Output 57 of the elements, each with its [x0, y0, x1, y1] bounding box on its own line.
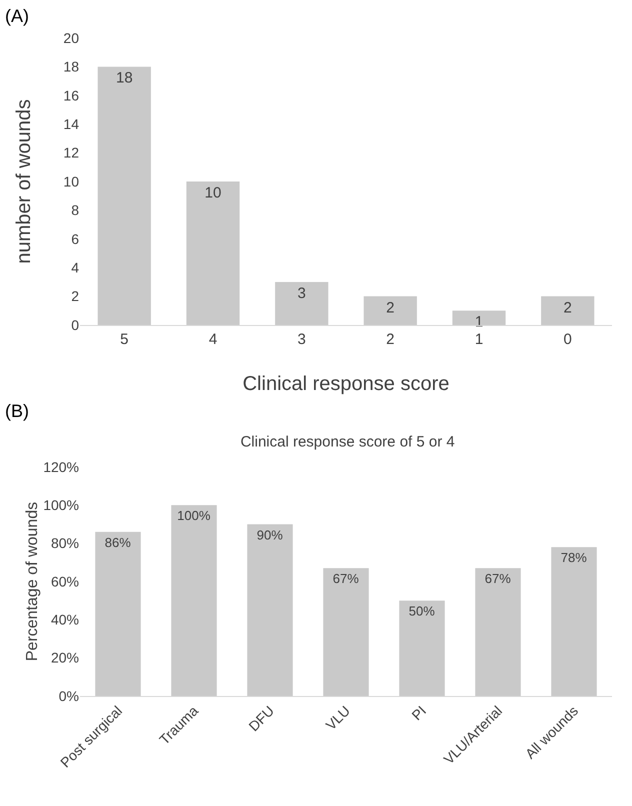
- data-label: 67%: [484, 571, 512, 586]
- x-tick-label: 5: [120, 331, 128, 348]
- x-tick-label: 1: [474, 331, 484, 348]
- y-tick-label: 20%: [50, 650, 79, 666]
- bar: [275, 282, 328, 325]
- y-tick-label: 20: [63, 30, 80, 46]
- bar: [541, 296, 594, 325]
- x-tick-label: 2: [386, 331, 394, 348]
- bar: [95, 532, 141, 696]
- data-label: 50%: [408, 604, 436, 619]
- data-label: 3: [298, 284, 306, 302]
- bar: [399, 600, 445, 696]
- y-tick-label: 80%: [50, 535, 79, 552]
- y-tick-label: 10: [63, 173, 80, 190]
- chart-title: Clinical response score of 5 or 4: [240, 434, 455, 451]
- y-tick-label: 0: [71, 316, 80, 333]
- bar: [475, 568, 521, 696]
- y-axis-title: number of wounds: [13, 99, 35, 264]
- data-label: 100%: [177, 508, 211, 524]
- data-label: 18: [116, 70, 133, 87]
- y-tick-label: 100%: [43, 497, 79, 514]
- text: (B): [5, 401, 29, 421]
- y-tick-label: 120%: [43, 458, 79, 475]
- bar: [186, 182, 240, 325]
- data-label: 2: [564, 299, 572, 316]
- y-tick-label: 0%: [58, 688, 79, 704]
- x-tick-label: PI: [408, 702, 430, 724]
- bar: [98, 66, 151, 325]
- y-tick-label: 4: [71, 260, 80, 276]
- bar: [364, 296, 417, 325]
- bar: [171, 505, 217, 696]
- y-axis-title: Percentage of wounds: [24, 502, 42, 662]
- y-tick-label: 8: [71, 202, 80, 218]
- y-tick-label: 60%: [50, 573, 79, 590]
- text: (A): [5, 6, 29, 26]
- y-tick-label: 2: [71, 288, 80, 304]
- bar: [247, 524, 293, 696]
- y-tick-label: 12: [63, 144, 80, 161]
- data-label: 10: [204, 184, 222, 202]
- x-axis-title: Clinical response score: [242, 373, 450, 395]
- x-tick-label: 4: [208, 331, 218, 348]
- y-tick-label: 40%: [50, 612, 79, 628]
- data-label: 2: [386, 299, 394, 316]
- bar: [323, 568, 369, 696]
- y-tick-label: 14: [63, 116, 80, 132]
- data-label: 86%: [104, 534, 132, 550]
- bar: [551, 547, 597, 696]
- bar: [452, 310, 506, 325]
- data-label: 78%: [560, 550, 588, 566]
- x-tick-label: 0: [564, 331, 572, 348]
- data-label: 90%: [256, 527, 284, 542]
- x-tick-label: VLU: [322, 702, 354, 734]
- y-tick-label: 18: [63, 58, 80, 75]
- x-tick-label: 3: [298, 331, 306, 348]
- y-tick-label: 6: [71, 230, 80, 247]
- data-label: 67%: [332, 571, 360, 586]
- y-tick-label: 16: [63, 87, 80, 104]
